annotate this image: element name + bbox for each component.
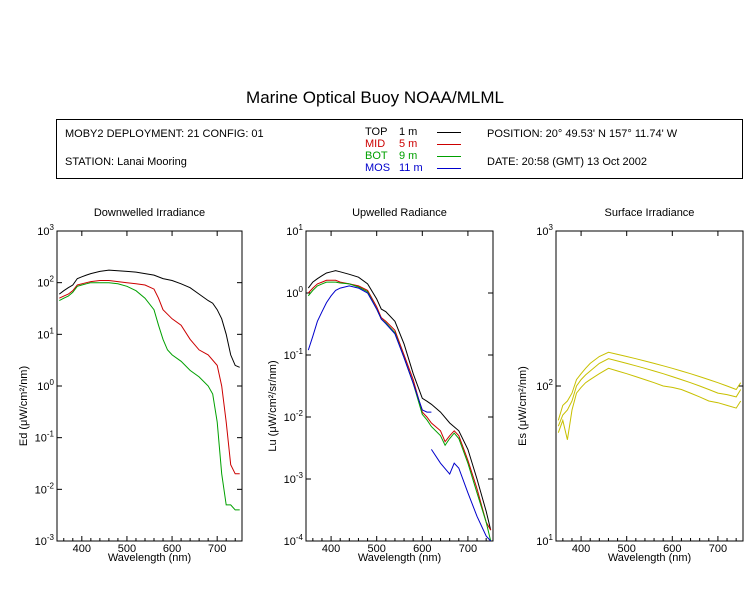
x-tick-label: 600 bbox=[413, 543, 431, 555]
legend-line bbox=[437, 132, 461, 133]
station-text: STATION: Lanai Mooring bbox=[65, 156, 187, 168]
chart-panel-3: Surface Irradiance Wavelength (nm) Es (μW/… bbox=[517, 207, 744, 564]
x-tick-label: 700 bbox=[459, 543, 477, 555]
y-tick-label: 10-3 bbox=[284, 471, 304, 486]
legend-item-mid: MID 5 m bbox=[365, 138, 465, 150]
chart-panel-2: Upwelled Radiance Wavelength (nm) Lu (μW/c… bbox=[267, 207, 494, 564]
x-tick-label: 500 bbox=[368, 543, 386, 555]
x-axis-label: Wavelength (nm) bbox=[108, 552, 191, 564]
chart-title: Surface Irradiance bbox=[605, 207, 695, 219]
y-tick-label: 100 bbox=[286, 285, 303, 300]
plot-frame bbox=[305, 230, 494, 542]
page-title: Marine Optical Buoy NOAA/MLML bbox=[246, 88, 504, 107]
plot-frame bbox=[56, 230, 243, 542]
y-axis-label: Es (μW/cm²/nm) bbox=[517, 366, 529, 446]
series-line-mid bbox=[59, 280, 240, 475]
y-tick-label: 100 bbox=[37, 378, 54, 393]
series-line-bot bbox=[59, 282, 240, 511]
series-line-top bbox=[307, 270, 492, 531]
x-axis-label: Wavelength (nm) bbox=[358, 552, 441, 564]
legend-label: MOS bbox=[365, 162, 391, 174]
y-axis-label: Ed (μW/cm²/nm) bbox=[18, 366, 30, 446]
series-line-es-1 bbox=[557, 351, 742, 421]
series-line-bot bbox=[307, 281, 492, 541]
legend-line bbox=[437, 144, 461, 145]
x-tick-label: 400 bbox=[73, 543, 91, 555]
series-line-mid bbox=[307, 279, 492, 531]
x-axis-label: Wavelength (nm) bbox=[608, 552, 691, 564]
y-tick-label: 103 bbox=[536, 223, 553, 238]
y-tick-label: 10-3 bbox=[35, 533, 55, 548]
chart-title: Downwelled Irradiance bbox=[94, 207, 205, 219]
series-line-mos bbox=[430, 449, 492, 541]
legend-line bbox=[437, 168, 461, 169]
legend-label: MID bbox=[365, 138, 386, 150]
legend-label: TOP bbox=[365, 126, 388, 138]
x-tick-label: 700 bbox=[208, 543, 226, 555]
legend-depth: 11 m bbox=[399, 162, 423, 174]
legend-depth: 9 m bbox=[399, 150, 418, 162]
y-tick-label: 10-4 bbox=[284, 533, 304, 548]
x-tick-label: 600 bbox=[663, 543, 681, 555]
y-tick-label: 10-2 bbox=[35, 481, 55, 496]
legend-label: BOT bbox=[365, 150, 388, 162]
y-tick-label: 102 bbox=[37, 275, 54, 290]
x-tick-label: 400 bbox=[572, 543, 590, 555]
series-line-es-2 bbox=[557, 358, 742, 427]
x-tick-label: 400 bbox=[322, 543, 340, 555]
x-tick-label: 500 bbox=[618, 543, 636, 555]
legend-item-mos: MOS 11 m bbox=[365, 162, 465, 174]
series-line-es-3 bbox=[557, 367, 742, 440]
legend-line bbox=[437, 156, 461, 157]
plot-frame bbox=[555, 230, 744, 542]
legend-item-top: TOP 1 m bbox=[365, 126, 465, 138]
info-box: MOBY2 DEPLOYMENT: 21 CONFIG: 01 STATION:… bbox=[56, 119, 743, 179]
position-text: POSITION: 20° 49.53' N 157° 11.74' W bbox=[487, 128, 678, 140]
y-tick-label: 101 bbox=[286, 223, 303, 238]
y-tick-label: 101 bbox=[536, 533, 553, 548]
date-text: DATE: 20:58 (GMT) 13 Oct 2002 bbox=[487, 156, 647, 168]
x-tick-label: 600 bbox=[163, 543, 181, 555]
chart-title: Upwelled Radiance bbox=[352, 207, 447, 219]
y-tick-label: 102 bbox=[536, 378, 553, 393]
x-tick-label: 500 bbox=[118, 543, 136, 555]
x-tick-label: 700 bbox=[709, 543, 727, 555]
y-tick-label: 10-1 bbox=[35, 430, 55, 445]
legend-depth: 5 m bbox=[399, 138, 418, 150]
series-line-mos bbox=[307, 285, 432, 413]
y-axis-label: Lu (μW/cm²/sr/nm) bbox=[267, 360, 279, 451]
y-tick-label: 101 bbox=[37, 326, 54, 341]
legend-item-bot: BOT 9 m bbox=[365, 150, 465, 162]
y-tick-label: 10-1 bbox=[284, 347, 304, 362]
series-line-top bbox=[58, 269, 240, 368]
y-tick-label: 103 bbox=[37, 223, 54, 238]
deployment-text: MOBY2 DEPLOYMENT: 21 CONFIG: 01 bbox=[65, 128, 264, 140]
legend-depth: 1 m bbox=[399, 126, 418, 138]
chart-panel-1: Downwelled Irradiance Wavelength (nm) Ed (… bbox=[18, 207, 243, 564]
y-tick-label: 10-2 bbox=[284, 409, 304, 424]
